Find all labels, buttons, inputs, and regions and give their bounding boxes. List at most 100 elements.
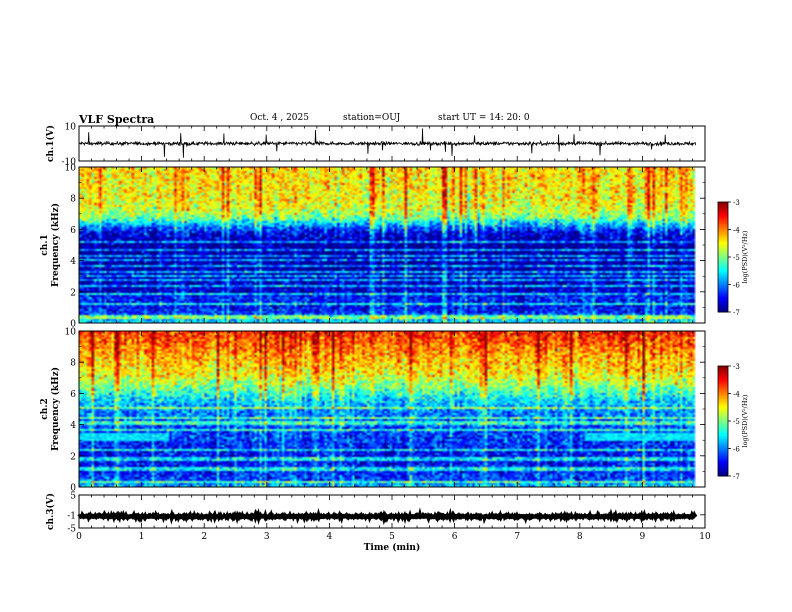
ch3-wave-ylabel: ch.3(V) bbox=[45, 493, 56, 530]
ch2-colorbar-swatch bbox=[718, 417, 728, 420]
ch2-colorbar-swatch bbox=[718, 439, 728, 442]
ch2-colorbar-swatch bbox=[718, 432, 728, 435]
ch1-colorbar-swatch bbox=[718, 304, 728, 307]
ch2-spec-ytick-label: 4 bbox=[70, 421, 76, 431]
ch2-colorbar-swatch bbox=[718, 474, 728, 477]
ch2-colorbar-swatch bbox=[718, 397, 728, 400]
ch2-colorbar-swatch bbox=[718, 441, 728, 444]
ch2-colorbar-swatch bbox=[718, 382, 728, 385]
ch2-colorbar-swatch bbox=[718, 444, 728, 448]
ch2-colorbar-swatch bbox=[718, 452, 728, 455]
ch1-spec-ytick-label: 6 bbox=[70, 226, 76, 236]
ch2-colorbar-swatch bbox=[718, 465, 728, 468]
ch2-colorbar-swatch bbox=[718, 421, 728, 424]
ch1-colorbar-swatch bbox=[718, 258, 728, 262]
ch2-colorbar-swatch bbox=[718, 371, 728, 374]
ch2-colorbar-swatch bbox=[718, 399, 728, 402]
ch3-wave-ytick-label: -5 bbox=[67, 525, 76, 535]
ch1-colorbar-swatch bbox=[718, 302, 728, 306]
ch2-colorbar-swatch bbox=[718, 424, 728, 427]
ch2-spec-ytick-label: 2 bbox=[70, 452, 76, 462]
ch1-spec-ytick-label: 8 bbox=[70, 195, 76, 205]
ch1-colorbar-swatch bbox=[718, 247, 728, 251]
ch1-spectrogram-panel: 0 2 4 6 8 10 ch.1Frequency (kHz) bbox=[40, 164, 706, 330]
ch2-spectrogram-panel: 0 2 4 6 8 10 ch.2Frequency (kHz) bbox=[40, 328, 706, 494]
ch2-colorbar-swatch bbox=[718, 404, 728, 407]
time-tick-label: 0 bbox=[76, 532, 82, 542]
ch2-colorbar-swatch bbox=[718, 406, 728, 409]
ch1-colorbar-swatch bbox=[718, 244, 728, 247]
date-label: Oct. 4 , 2025 bbox=[250, 113, 309, 123]
ch2-colorbar-swatch bbox=[718, 380, 728, 383]
ch1-colorbar-swatch bbox=[718, 260, 728, 263]
ch1-spec-ylabel-line2: Frequency (kHz) bbox=[50, 203, 61, 287]
time-axis-label: Time (min) bbox=[364, 542, 421, 553]
ch2-colorbar-label: log(PSD)(V²/Hz) bbox=[741, 394, 749, 447]
ch1-colorbar-swatch bbox=[718, 238, 728, 241]
ch1-colorbar-swatch bbox=[718, 295, 728, 298]
ch1-colorbar-swatch bbox=[718, 205, 728, 208]
ch1-colorbar-swatch bbox=[718, 222, 728, 225]
ch1-colorbar-swatch bbox=[718, 277, 728, 280]
ch1-spec-ytick-label: 0 bbox=[70, 320, 76, 330]
time-tick-label: 1 bbox=[139, 532, 145, 542]
ch2-colorbar-tick-label: -5 bbox=[733, 418, 740, 426]
ch1-colorbar-swatch bbox=[718, 282, 728, 285]
time-tick-label: 10 bbox=[699, 532, 711, 542]
ch1-wave-trace bbox=[78, 128, 696, 158]
ch2-colorbar-swatch bbox=[718, 389, 728, 393]
ch2-colorbar-swatch bbox=[718, 375, 728, 378]
ch3-wave-ytick-label: 5 bbox=[70, 492, 76, 502]
ch1-colorbar-swatch bbox=[718, 211, 728, 214]
ch1-colorbar-swatch bbox=[718, 273, 728, 276]
ch1-colorbar-swatch bbox=[718, 275, 728, 278]
ch2-colorbar-swatch bbox=[718, 450, 728, 453]
ch3-waveform-panel: 5 -1 -5 ch.3(V) bbox=[45, 492, 706, 535]
ch2-colorbar-swatch bbox=[718, 463, 728, 466]
time-tick-label: 9 bbox=[640, 532, 646, 542]
ch2-colorbar-swatch bbox=[718, 408, 728, 411]
ch1-colorbar-swatch bbox=[718, 255, 728, 258]
ch1-colorbar-swatch bbox=[718, 293, 728, 296]
ch2-colorbar: -3 -4 -5 -6 -7 log(PSD)(V²/Hz) bbox=[717, 363, 749, 481]
ch1-colorbar-swatch bbox=[718, 218, 728, 221]
ch1-colorbar-swatch bbox=[718, 246, 728, 249]
ch2-spec-ytick-label: 0 bbox=[70, 484, 76, 494]
ch1-colorbar-swatch bbox=[718, 269, 728, 273]
ch2-colorbar-swatch bbox=[718, 459, 728, 462]
ch2-colorbar-swatch bbox=[718, 377, 728, 380]
ch2-colorbar-swatch bbox=[718, 402, 728, 405]
ch2-colorbar-swatch bbox=[718, 373, 728, 376]
ch1-colorbar-swatch bbox=[718, 235, 728, 238]
ch1-spec-ytick-label: 4 bbox=[70, 257, 76, 267]
ch1-colorbar-label: log(PSD)(V²/Hz) bbox=[741, 230, 749, 283]
ch1-colorbar-swatch bbox=[718, 229, 728, 232]
ch1-colorbar-swatch bbox=[718, 216, 728, 219]
ch1-colorbar-swatch bbox=[718, 202, 728, 205]
ch2-colorbar-swatch bbox=[718, 410, 728, 413]
ch1-colorbar-tick-label: -3 bbox=[733, 199, 740, 207]
ch1-colorbar-swatch bbox=[718, 266, 728, 269]
ch2-colorbar-swatch bbox=[718, 388, 728, 391]
ch1-colorbar-swatch bbox=[718, 268, 728, 271]
ch3-wave-bg bbox=[79, 495, 705, 528]
ch1-colorbar-swatch bbox=[718, 249, 728, 252]
ch1-colorbar-swatch bbox=[718, 253, 728, 256]
ch1-colorbar-swatch bbox=[718, 207, 728, 210]
ch1-colorbar-swatch bbox=[718, 220, 728, 223]
ch1-colorbar-swatch bbox=[718, 209, 728, 212]
ch1-colorbar-swatch bbox=[718, 225, 728, 229]
ch1-colorbar-swatch bbox=[718, 306, 728, 309]
ch1-colorbar-swatch bbox=[718, 271, 728, 274]
time-axis: 0 1 2 3 4 5 6 7 8 9 10 Time (min) bbox=[76, 532, 711, 553]
ch2-colorbar-swatch bbox=[718, 457, 728, 460]
ch2-colorbar-swatch bbox=[718, 419, 728, 422]
ch2-colorbar-swatch bbox=[718, 384, 728, 387]
ch1-colorbar-swatch bbox=[718, 251, 728, 254]
ch1-waveform-panel: 10 -10 ch.1(V) bbox=[45, 123, 706, 168]
time-tick-label: 4 bbox=[327, 532, 333, 542]
ch1-colorbar-swatch bbox=[718, 240, 728, 243]
ch2-colorbar-swatch bbox=[718, 378, 728, 382]
time-tick-label: 8 bbox=[577, 532, 583, 542]
